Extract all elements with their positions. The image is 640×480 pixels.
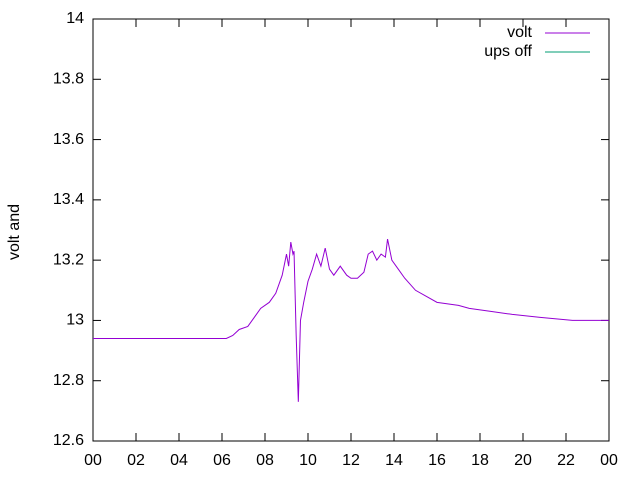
y-tick-label: 12.6 [53,432,84,449]
x-tick-label: 16 [428,452,446,469]
x-tick-label: 00 [600,452,618,469]
plot-border [92,18,610,442]
x-tick-label: 08 [256,452,274,469]
x-tick-label: 02 [127,452,145,469]
x-tick-label: 20 [514,452,532,469]
y-tick-label: 13 [66,312,84,329]
y-tick-label: 13.4 [53,191,84,208]
x-tick-label: 22 [557,452,575,469]
legend-label: ups off [484,43,532,60]
y-tick-label: 12.8 [53,372,84,389]
x-tick-label: 14 [385,452,403,469]
y-tick-label: 13.8 [53,71,84,88]
x-tick-label: 06 [213,452,231,469]
x-tick-label: 12 [342,452,360,469]
y-tick-label: 13.2 [53,251,84,268]
x-tick-label: 04 [170,452,188,469]
data-line [93,238,609,402]
legend-label: volt [507,24,532,41]
x-tick-label: 10 [299,452,317,469]
x-tick-label: 18 [471,452,489,469]
x-tick-label: 00 [84,452,102,469]
y-tick-label: 14 [66,10,84,27]
y-tick-label: 13.6 [53,131,84,148]
y-axis-label: volt and [6,204,23,260]
